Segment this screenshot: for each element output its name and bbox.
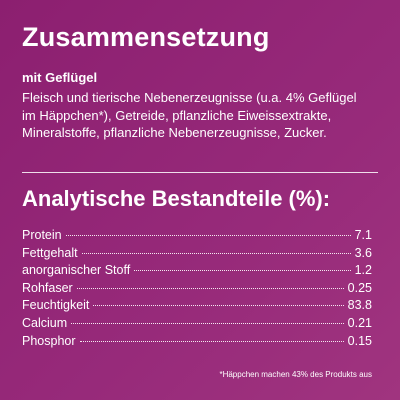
divider — [22, 172, 378, 173]
dot-leader — [71, 322, 344, 324]
nutrient-name: anorganischer Stoff — [22, 263, 131, 278]
table-row: Rohfaser 0.25 — [22, 281, 372, 299]
ingredients-text: Fleisch und tierische Nebenerzeugnisse (… — [22, 89, 357, 142]
nutrient-value: 1.2 — [354, 263, 372, 278]
nutrient-name: Protein — [22, 228, 62, 242]
dot-leader — [93, 305, 344, 307]
dot-leader — [81, 252, 351, 254]
nutrient-name: Fettgehalt — [22, 245, 78, 260]
table-row: Fettgehalt 3.6 — [22, 246, 372, 264]
text-line: im Häppchen*), Getreide, pflanzliche Eiw… — [22, 107, 332, 123]
text-line: Mineralstoffe, pflanzliche Nebenerzeugni… — [22, 125, 327, 140]
nutrient-value: 3.6 — [354, 245, 372, 260]
nutrient-value: 7.1 — [354, 228, 372, 242]
table-row: anorganischer Stoff 1.2 — [22, 263, 372, 281]
dot-leader — [76, 287, 344, 289]
nutrient-value: 83.8 — [347, 298, 372, 313]
analysis-table: Protein 7.1 Fettgehalt 3.6 anorganischer Sto… — [22, 228, 372, 351]
section-title: Zusammensetzung — [22, 22, 270, 52]
dot-leader — [65, 235, 351, 236]
subheading: mit Geflügel — [22, 70, 98, 85]
nutrient-value: 0.21 — [347, 315, 372, 330]
nutrient-name: Rohfaser — [22, 280, 73, 295]
table-row: Calcium 0.21 — [22, 316, 372, 334]
table-row: Phosphor 0.15 — [22, 334, 372, 352]
text-line: Fleisch und tierische Nebenerzeugnisse (… — [22, 90, 357, 105]
dot-leader — [79, 340, 344, 342]
table-row: Protein 7.1 — [22, 228, 372, 246]
section-title: Analytische Bestandteile (%): — [22, 186, 331, 211]
nutrient-value: 0.25 — [347, 280, 372, 295]
nutrient-value: 0.15 — [347, 333, 372, 348]
nutrient-name: Feuchtigkeit — [22, 298, 90, 313]
nutrient-name: Phosphor — [22, 333, 76, 348]
table-row: Feuchtigkeit 83.8 — [22, 298, 372, 316]
nutrient-name: Calcium — [22, 315, 68, 330]
dot-leader — [134, 270, 351, 272]
footnote: *Häppchen machen 43% des Produkts aus — [219, 370, 372, 379]
